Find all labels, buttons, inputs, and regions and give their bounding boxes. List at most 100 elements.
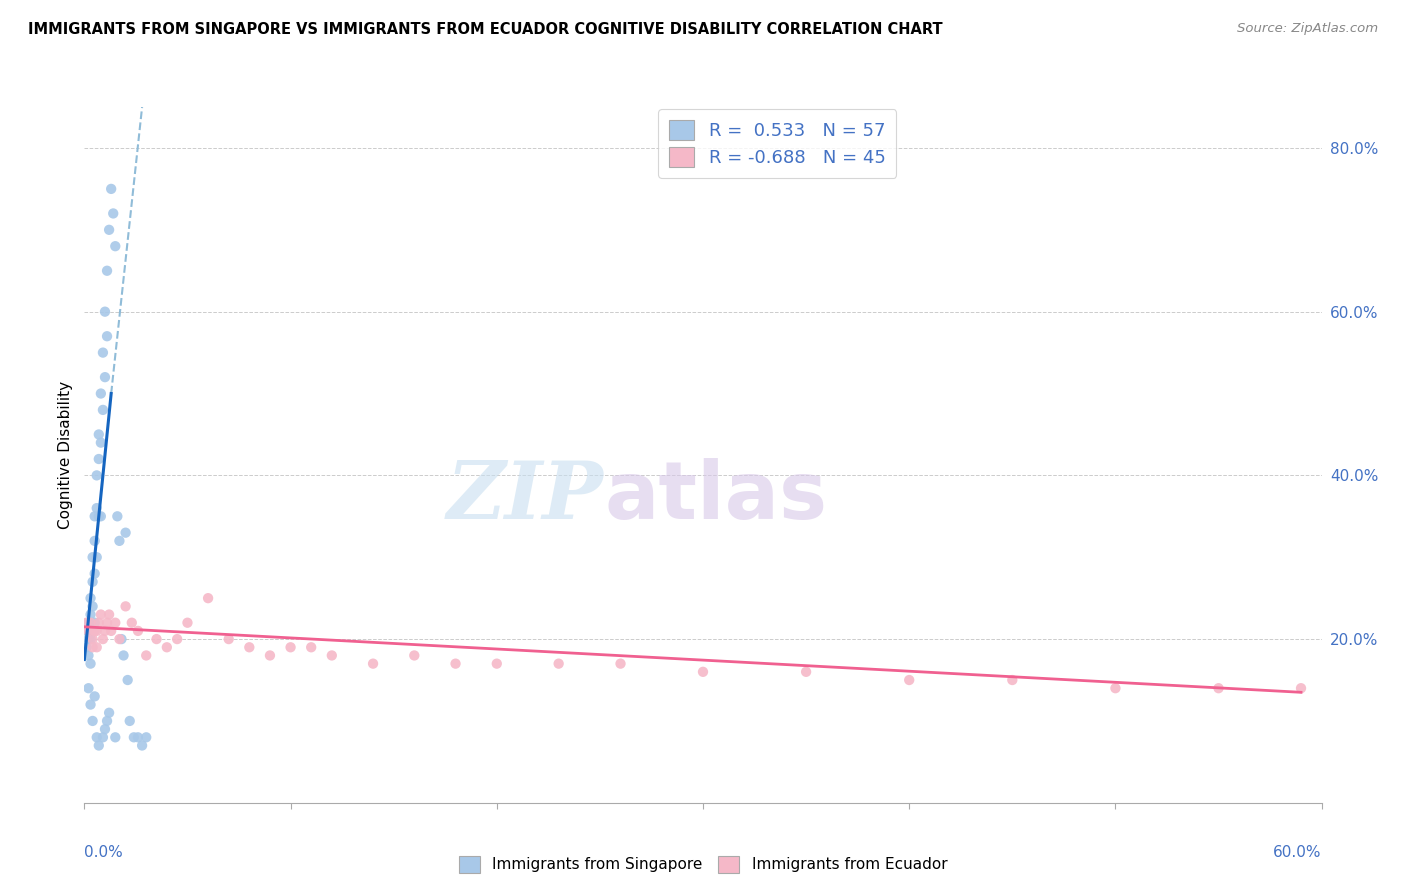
Point <box>105 509 128 524</box>
Point <box>91 403 114 417</box>
Point <box>100 182 122 196</box>
Point <box>83 566 105 581</box>
Point <box>96 329 118 343</box>
Point <box>86 731 108 745</box>
Point <box>83 690 105 704</box>
Point <box>79 615 101 630</box>
Point <box>404 648 426 663</box>
Point <box>127 624 149 638</box>
Point <box>94 370 117 384</box>
Point <box>135 731 157 745</box>
Point <box>79 698 101 712</box>
Point <box>692 665 714 679</box>
Point <box>98 223 121 237</box>
Point <box>444 657 467 671</box>
Point <box>79 591 101 606</box>
Point <box>77 681 100 696</box>
Point <box>87 739 110 753</box>
Point <box>104 731 127 745</box>
Point <box>86 501 108 516</box>
Point <box>87 427 110 442</box>
Point <box>361 657 384 671</box>
Y-axis label: Cognitive Disability: Cognitive Disability <box>58 381 73 529</box>
Point <box>79 607 101 622</box>
Point <box>96 615 118 630</box>
Point <box>91 731 114 745</box>
Point <box>87 452 110 467</box>
Point <box>77 648 100 663</box>
Point <box>197 591 219 606</box>
Point <box>166 632 188 646</box>
Point <box>77 615 100 630</box>
Point <box>547 657 569 671</box>
Point <box>82 714 104 728</box>
Point <box>1289 681 1312 696</box>
Point <box>77 624 100 638</box>
Point <box>86 640 108 655</box>
Point <box>96 714 118 728</box>
Point <box>321 648 343 663</box>
Point <box>121 615 143 630</box>
Point <box>104 615 127 630</box>
Point <box>90 509 112 524</box>
Point <box>82 574 104 589</box>
Point <box>82 599 104 614</box>
Point <box>898 673 921 687</box>
Point <box>485 657 508 671</box>
Text: Source: ZipAtlas.com: Source: ZipAtlas.com <box>1237 22 1378 36</box>
Point <box>176 615 198 630</box>
Point <box>86 624 108 638</box>
Text: 0.0%: 0.0% <box>84 845 124 860</box>
Point <box>609 657 631 671</box>
Point <box>87 615 110 630</box>
Point <box>100 624 122 638</box>
Point <box>280 640 302 655</box>
Point <box>79 632 101 646</box>
Point <box>1001 673 1024 687</box>
Point <box>1208 681 1230 696</box>
Point <box>94 304 117 318</box>
Text: IMMIGRANTS FROM SINGAPORE VS IMMIGRANTS FROM ECUADOR COGNITIVE DISABILITY CORREL: IMMIGRANTS FROM SINGAPORE VS IMMIGRANTS … <box>28 22 943 37</box>
Text: atlas: atlas <box>605 458 827 536</box>
Point <box>112 648 135 663</box>
Point <box>118 714 141 728</box>
Point <box>83 533 105 548</box>
Point <box>98 607 121 622</box>
Point <box>75 615 97 630</box>
Point <box>108 632 131 646</box>
Point <box>299 640 322 655</box>
Point <box>145 632 167 646</box>
Point <box>90 386 112 401</box>
Point <box>110 632 132 646</box>
Point <box>90 607 112 622</box>
Text: ZIP: ZIP <box>447 458 605 535</box>
Point <box>218 632 240 646</box>
Point <box>122 731 145 745</box>
Point <box>156 640 179 655</box>
Text: 60.0%: 60.0% <box>1274 845 1322 860</box>
Point <box>117 673 139 687</box>
Point <box>83 624 105 638</box>
Point <box>86 468 108 483</box>
Point <box>86 550 108 565</box>
Point <box>75 624 97 638</box>
Point <box>108 533 131 548</box>
Point <box>131 739 153 753</box>
Point <box>77 632 100 646</box>
Point <box>127 731 149 745</box>
Point <box>83 509 105 524</box>
Point <box>103 206 125 220</box>
Point <box>82 550 104 565</box>
Point <box>82 632 104 646</box>
Point <box>794 665 817 679</box>
Point <box>82 640 104 655</box>
Point <box>94 722 117 736</box>
Legend: Immigrants from Singapore, Immigrants from Ecuador: Immigrants from Singapore, Immigrants fr… <box>453 850 953 879</box>
Point <box>238 640 260 655</box>
Point <box>90 435 112 450</box>
Point <box>87 509 110 524</box>
Point <box>83 615 105 630</box>
Point <box>104 239 127 253</box>
Point <box>94 624 117 638</box>
Point <box>98 706 121 720</box>
